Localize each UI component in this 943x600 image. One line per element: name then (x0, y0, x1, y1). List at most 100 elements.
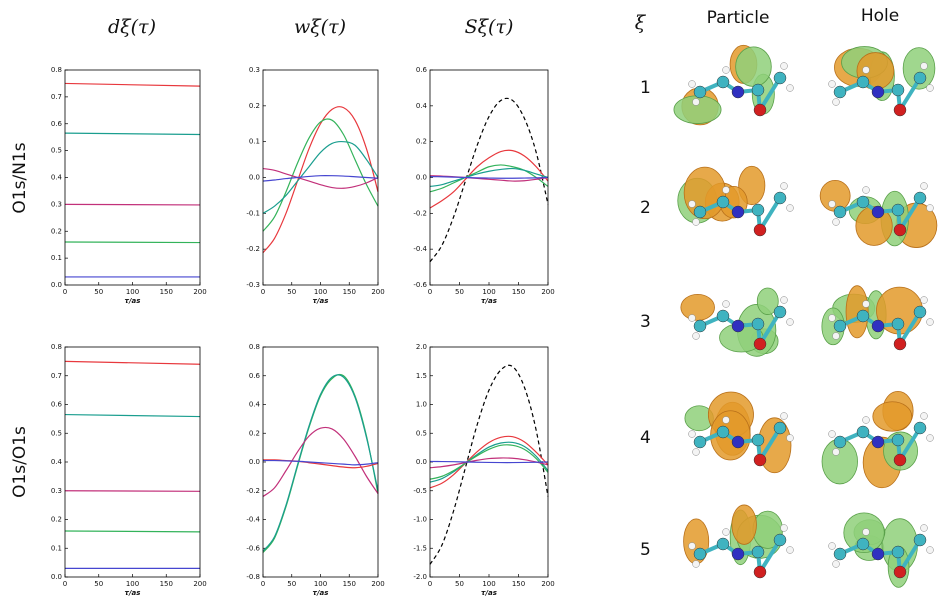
y-tick-label: 0.5 (416, 429, 427, 437)
atom (857, 196, 869, 208)
x-axis-label: τ/as (125, 589, 141, 597)
hydrogen (863, 187, 870, 194)
y-tick-label: -0.4 (246, 516, 260, 524)
hydrogen (689, 315, 696, 322)
atom (892, 434, 904, 446)
series-line (65, 83, 200, 86)
atom (872, 436, 884, 448)
hydrogen (921, 183, 928, 190)
hydrogen (829, 315, 836, 322)
y-tick-label: -0.3 (246, 281, 260, 289)
series-line (65, 531, 200, 532)
x-tick-label: 150 (160, 580, 173, 588)
hydrogen (689, 201, 696, 208)
hydrogen (921, 63, 928, 70)
y-tick-label: 0.1 (51, 254, 62, 262)
hydrogen (927, 319, 934, 326)
orbital-index: 4 (640, 428, 651, 448)
y-tick-label: -0.2 (413, 209, 427, 217)
orbital-lobe (736, 47, 772, 87)
x-tick-label: 50 (455, 580, 464, 588)
atom (754, 338, 766, 350)
y-tick-label: 0.0 (416, 458, 427, 466)
hydrogen (863, 529, 870, 536)
y-tick-label: 0.3 (249, 66, 260, 74)
y-tick-label: 0.1 (51, 544, 62, 552)
y-tick-label: -0.2 (246, 487, 260, 495)
series-line (65, 242, 200, 243)
atom (914, 72, 926, 84)
hydrogen (921, 297, 928, 304)
atom (694, 548, 706, 560)
y-tick-label: 0.4 (51, 458, 63, 466)
y-tick-label: -0.1 (246, 209, 260, 217)
hydrogen (693, 449, 700, 456)
atom (732, 548, 744, 560)
x-tick-label: 100 (482, 580, 495, 588)
hydrogen (723, 301, 730, 308)
column-title: dξ(τ) (108, 16, 156, 38)
x-tick-label: 200 (541, 288, 554, 296)
x-tick-label: 100 (126, 288, 139, 296)
series-line (65, 204, 200, 205)
hydrogen (787, 435, 794, 442)
hydrogen (927, 205, 934, 212)
x-tick-label: 50 (94, 288, 103, 296)
y-tick-label: 0.4 (416, 102, 428, 110)
x-tick-label: 200 (371, 288, 384, 296)
x-tick-label: 0 (261, 580, 265, 588)
hydrogen (781, 297, 788, 304)
series-line (430, 177, 548, 179)
x-tick-label: 0 (261, 288, 265, 296)
y-tick-label: 0.1 (249, 138, 260, 146)
series-line (263, 176, 378, 181)
orbital-column: Hole (861, 6, 899, 26)
atom (892, 546, 904, 558)
y-tick-label: 0.6 (416, 66, 428, 74)
hydrogen (723, 417, 730, 424)
y-tick-label: -1.5 (413, 544, 427, 552)
x-tick-label: 200 (193, 288, 206, 296)
x-axis-label: τ/as (125, 297, 141, 305)
y-tick-label: 0.0 (51, 573, 62, 581)
hydrogen (829, 431, 836, 438)
atom (834, 548, 846, 560)
x-tick-label: 150 (160, 288, 173, 296)
hydrogen (693, 99, 700, 106)
x-tick-label: 100 (482, 288, 495, 296)
orbital-index: 3 (640, 312, 651, 332)
hydrogen (693, 561, 700, 568)
hydrogen (829, 81, 836, 88)
hydrogen (689, 81, 696, 88)
orbital-index: 5 (640, 540, 651, 560)
orbital-lobe (732, 505, 757, 545)
y-tick-label: 1.0 (416, 401, 427, 409)
y-tick-label: 0.4 (249, 401, 261, 409)
atom (774, 72, 786, 84)
y-tick-label: 0.0 (416, 174, 427, 182)
orbital-column: Particle (707, 8, 770, 28)
orbital-lobe (681, 294, 715, 320)
hydrogen (723, 67, 730, 74)
atom (732, 206, 744, 218)
y-tick-label: 0.8 (51, 343, 62, 351)
orbital-header: ξ (635, 12, 647, 34)
hydrogen (927, 435, 934, 442)
atom (894, 338, 906, 350)
plot-frame (65, 70, 200, 285)
y-tick-label: 0.8 (249, 343, 260, 351)
series-line (263, 374, 378, 552)
hydrogen (921, 525, 928, 532)
atom (717, 426, 729, 438)
orbital-index: 1 (640, 78, 651, 98)
atom (892, 318, 904, 330)
y-tick-label: 1.5 (416, 372, 427, 380)
y-tick-label: 0.2 (416, 138, 427, 146)
hydrogen (723, 529, 730, 536)
x-tick-label: 150 (343, 288, 356, 296)
atom (752, 84, 764, 96)
atom (834, 86, 846, 98)
x-tick-label: 0 (428, 580, 432, 588)
x-tick-label: 50 (287, 580, 296, 588)
hydrogen (833, 219, 840, 226)
